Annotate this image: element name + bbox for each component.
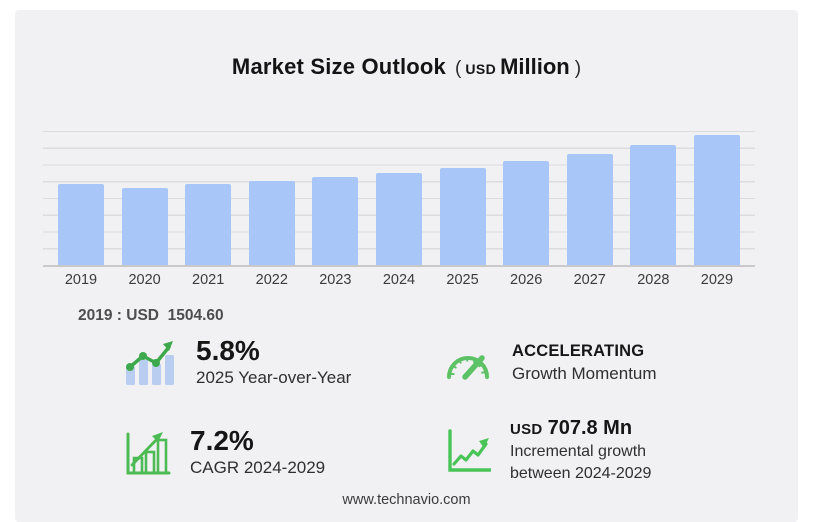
x-axis-labels: 2019 2020 2021 2022 2023 2024 2025 2026 2027 2028… [43, 272, 755, 288]
title-paren-close: ) [574, 58, 582, 79]
source-url: www.technavio.com [342, 492, 471, 508]
x-axis-label-2021: 2021 [192, 272, 225, 288]
title-paren-open: ( [455, 58, 462, 79]
x-axis-label-2022: 2022 [255, 272, 288, 288]
page-title: Market Size Outlook (USD Million) [15, 54, 798, 80]
x-axis-label-2025: 2025 [446, 272, 479, 288]
stat-label: Growth Momentum [512, 364, 657, 383]
bar-2021 [185, 184, 232, 265]
stat-value: 7.2% [190, 425, 254, 456]
bar-2023 [312, 176, 359, 265]
title-main: Market Size Outlook [231, 54, 446, 79]
bar-2028 [630, 144, 677, 265]
stat-label: CAGR 2024-2029 [190, 458, 326, 478]
base-year-value-annotation: 2019 : USD 1504.60 [78, 307, 224, 324]
bar-series [43, 131, 755, 265]
x-axis-label-2027: 2027 [573, 272, 606, 288]
stat-yoy-growth: 5.8% 2025 Year-over-Year [123, 336, 351, 388]
x-axis-label-2023: 2023 [319, 272, 352, 288]
bar-2020 [121, 187, 168, 265]
bar-chart-trend-up-icon [126, 341, 174, 386]
stat-value: 5.8% [196, 335, 260, 366]
bar-2019 [58, 184, 104, 265]
stat-label-line1: Incremental growth [510, 443, 647, 460]
bar-2029 [693, 135, 740, 265]
stat-value: 707.8 Mn [547, 417, 633, 439]
stat-value-currency: USD [510, 421, 543, 438]
stat-value-row: USD 707.8 Mn [510, 417, 651, 440]
x-axis-label-2028: 2028 [637, 272, 670, 288]
stat-cagr: 7.2% CAGR 2024-2029 [123, 426, 325, 478]
bar-2024 [375, 173, 422, 265]
x-axis-label-2024: 2024 [382, 272, 416, 288]
bar-2026 [503, 161, 550, 265]
bar-chart-growth-outline-icon [126, 432, 171, 475]
stat-growth-momentum: ACCELERATING Growth Momentum [443, 342, 657, 384]
stat-value: ACCELERATING [512, 342, 645, 360]
bar-chart-plot-area [43, 131, 755, 267]
infographic-panel: Market Size Outlook(USD Million) 2019 2020… [15, 10, 798, 522]
stat-label: 2025 Year-over-Year [196, 368, 352, 388]
x-axis-label-2029: 2029 [700, 272, 734, 288]
bar-2025 [439, 168, 486, 265]
stat-incremental-growth: USD 707.8 Mn Incremental growth between 2… [443, 417, 651, 485]
line-chart-arrow-up-icon [448, 429, 491, 472]
title-unit: Million [500, 54, 570, 79]
title-currency: USD [465, 61, 497, 77]
bar-2022 [248, 181, 295, 265]
bar-2027 [566, 153, 613, 265]
x-axis-label-2019: 2019 [64, 272, 98, 288]
x-axis-label-2026: 2026 [510, 272, 543, 288]
speedometer-icon [447, 355, 489, 380]
stat-label-line2: between 2024-2029 [510, 465, 652, 483]
x-axis-label-2020: 2020 [128, 272, 161, 288]
